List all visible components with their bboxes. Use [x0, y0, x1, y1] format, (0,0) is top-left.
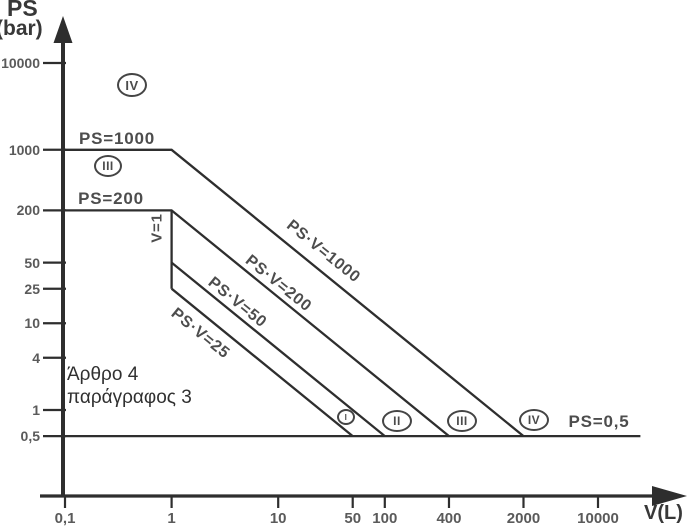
- x-tick-label: 400: [436, 510, 462, 527]
- x-tick-label: 10000: [577, 510, 619, 527]
- y-tick-label: 10: [24, 315, 40, 332]
- x-tick-label: 1: [167, 510, 176, 527]
- y-tick-label: 200: [16, 202, 40, 219]
- article-annotation: Άρθρο 4 παράγραφος 3: [67, 363, 192, 409]
- category-circle: IV: [117, 73, 147, 97]
- category-circle: III: [94, 155, 122, 177]
- category-circle-label: III: [456, 414, 468, 428]
- y-tick-label: 0,5: [20, 428, 40, 445]
- y-axis-title-bar: (bar): [0, 17, 43, 40]
- category-circle-label: IV: [125, 77, 139, 93]
- category-circle: II: [382, 410, 412, 432]
- article-annotation-line1: Άρθρο 4: [67, 364, 139, 385]
- x-tick-label: 0,1: [54, 510, 76, 527]
- x-tick-label: 10: [269, 510, 287, 527]
- line-label: V=1: [148, 213, 166, 243]
- category-circle: I: [337, 409, 355, 425]
- x-tick-label: 100: [372, 510, 398, 527]
- line-label: PS·V=50: [204, 273, 270, 332]
- category-circle-label: III: [102, 159, 114, 173]
- y-tick-label: 1: [32, 402, 40, 418]
- boundary-line: [170, 287, 354, 437]
- category-circle: IV: [519, 409, 549, 431]
- line-label: PS·V=25: [167, 304, 233, 363]
- y-tick-label: 1000: [8, 141, 40, 158]
- x-tick-label: 50: [344, 510, 362, 527]
- y-tick-label: 25: [24, 280, 40, 297]
- y-axis-title-ps: PS: [7, 0, 38, 21]
- boundary-line: [65, 148, 525, 437]
- line-label: PS=200: [78, 189, 144, 208]
- line-label: PS·V=1000: [283, 216, 364, 287]
- y-tick-label: 10000: [1, 55, 40, 71]
- line-label: PS=1000: [78, 129, 156, 148]
- category-circle-label: IV: [527, 413, 541, 427]
- y-axis-arrowhead: [53, 16, 73, 43]
- article-annotation-line2: παράγραφος 3: [67, 387, 192, 408]
- line-label: PS=0,5: [568, 412, 630, 431]
- x-axis-arrowhead: [652, 486, 687, 506]
- category-circle-label: I: [344, 412, 348, 422]
- x-axis-title: V(L): [644, 502, 683, 524]
- category-circle: III: [447, 410, 477, 432]
- boundary-line: [170, 261, 386, 437]
- y-tick-label: 50: [24, 254, 40, 271]
- y-tick-label: 4: [32, 349, 40, 366]
- x-tick-label: 2000: [506, 510, 541, 527]
- category-circle-label: II: [393, 414, 401, 428]
